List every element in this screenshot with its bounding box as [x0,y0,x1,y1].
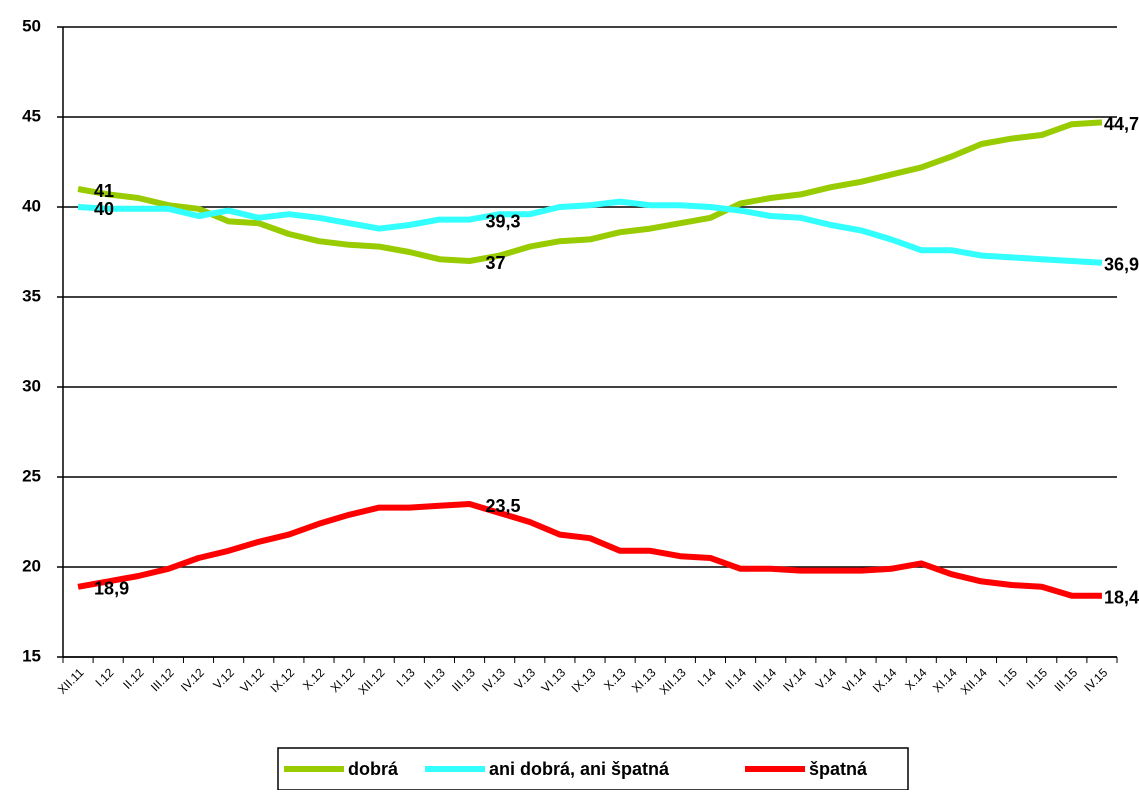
data-label: 39,3 [486,211,521,231]
series-line [77,119,1103,264]
x-tick-label: XI.13 [629,665,659,695]
x-tick-label: XII.13 [657,665,689,697]
x-tick-label: II.15 [1024,665,1051,692]
x-tick-label: IV.12 [178,665,207,694]
x-tick-label: I.13 [394,665,418,689]
data-label: 44,7 [1104,114,1139,134]
x-tick-label: IV.15 [1081,665,1110,694]
x-tick-label: V.12 [210,665,237,692]
x-tick-label: X.13 [601,665,629,693]
y-tick-label: 45 [22,106,41,125]
y-tick-label: 35 [22,286,41,305]
y-tick-label: 30 [22,376,41,395]
data-label: 18,4 [1104,588,1139,608]
x-tick-label: II.12 [120,665,147,692]
x-tick-label: X.14 [902,665,930,693]
x-tick-label: III.14 [750,665,779,694]
x-tick-label: VI.14 [840,665,870,695]
x-tick-label: II.13 [421,665,448,692]
data-label: 41 [94,181,114,201]
x-tick-label: V.14 [813,665,840,692]
x-tick-label: VI.13 [539,665,569,695]
y-tick-label: 50 [22,16,41,35]
x-tick-label: III.12 [148,665,177,694]
legend-label: špatná [809,759,868,779]
series-line [77,198,1103,266]
x-tick-label: XI.14 [930,665,960,695]
y-tick-label: 15 [22,646,41,665]
x-tick-label: II.14 [723,665,750,692]
x-tick-label: IX.14 [870,665,900,695]
x-tick-label: XII.12 [355,665,387,697]
x-tick-label: IV.13 [479,665,508,694]
x-tick-label: VI.12 [237,665,267,695]
x-tick-label: XII.14 [958,665,990,697]
data-label: 37 [486,253,506,273]
x-tick-label: IX.13 [569,665,599,695]
data-label: 18,9 [94,579,129,599]
legend-label: ani dobrá, ani špatná [489,759,670,779]
data-label: 23,5 [486,496,521,516]
x-tick-label: IV.14 [780,665,809,694]
x-tick-label: XI.12 [328,665,358,695]
x-tick-label: I.14 [695,665,719,689]
y-tick-label: 20 [22,556,41,575]
x-tick-label: IX.12 [268,665,298,695]
x-tick-label: XII.11 [55,665,87,697]
legend: dobrá ani dobrá, ani špatná špatná [277,747,909,791]
x-tick-label: V.13 [512,665,539,692]
x-tick-label: I.12 [92,665,116,689]
x-tick-label: X.12 [300,665,328,693]
x-tick-label: III.13 [449,665,478,694]
x-tick-label: III.15 [1051,665,1080,694]
data-label: 40 [94,199,114,219]
y-tick-label: 40 [22,196,41,215]
legend-label: dobrá [348,759,399,779]
y-tick-label: 25 [22,466,41,485]
data-label: 36,9 [1104,255,1139,275]
series-line [77,501,1102,599]
x-tick-label: I.15 [996,665,1020,689]
